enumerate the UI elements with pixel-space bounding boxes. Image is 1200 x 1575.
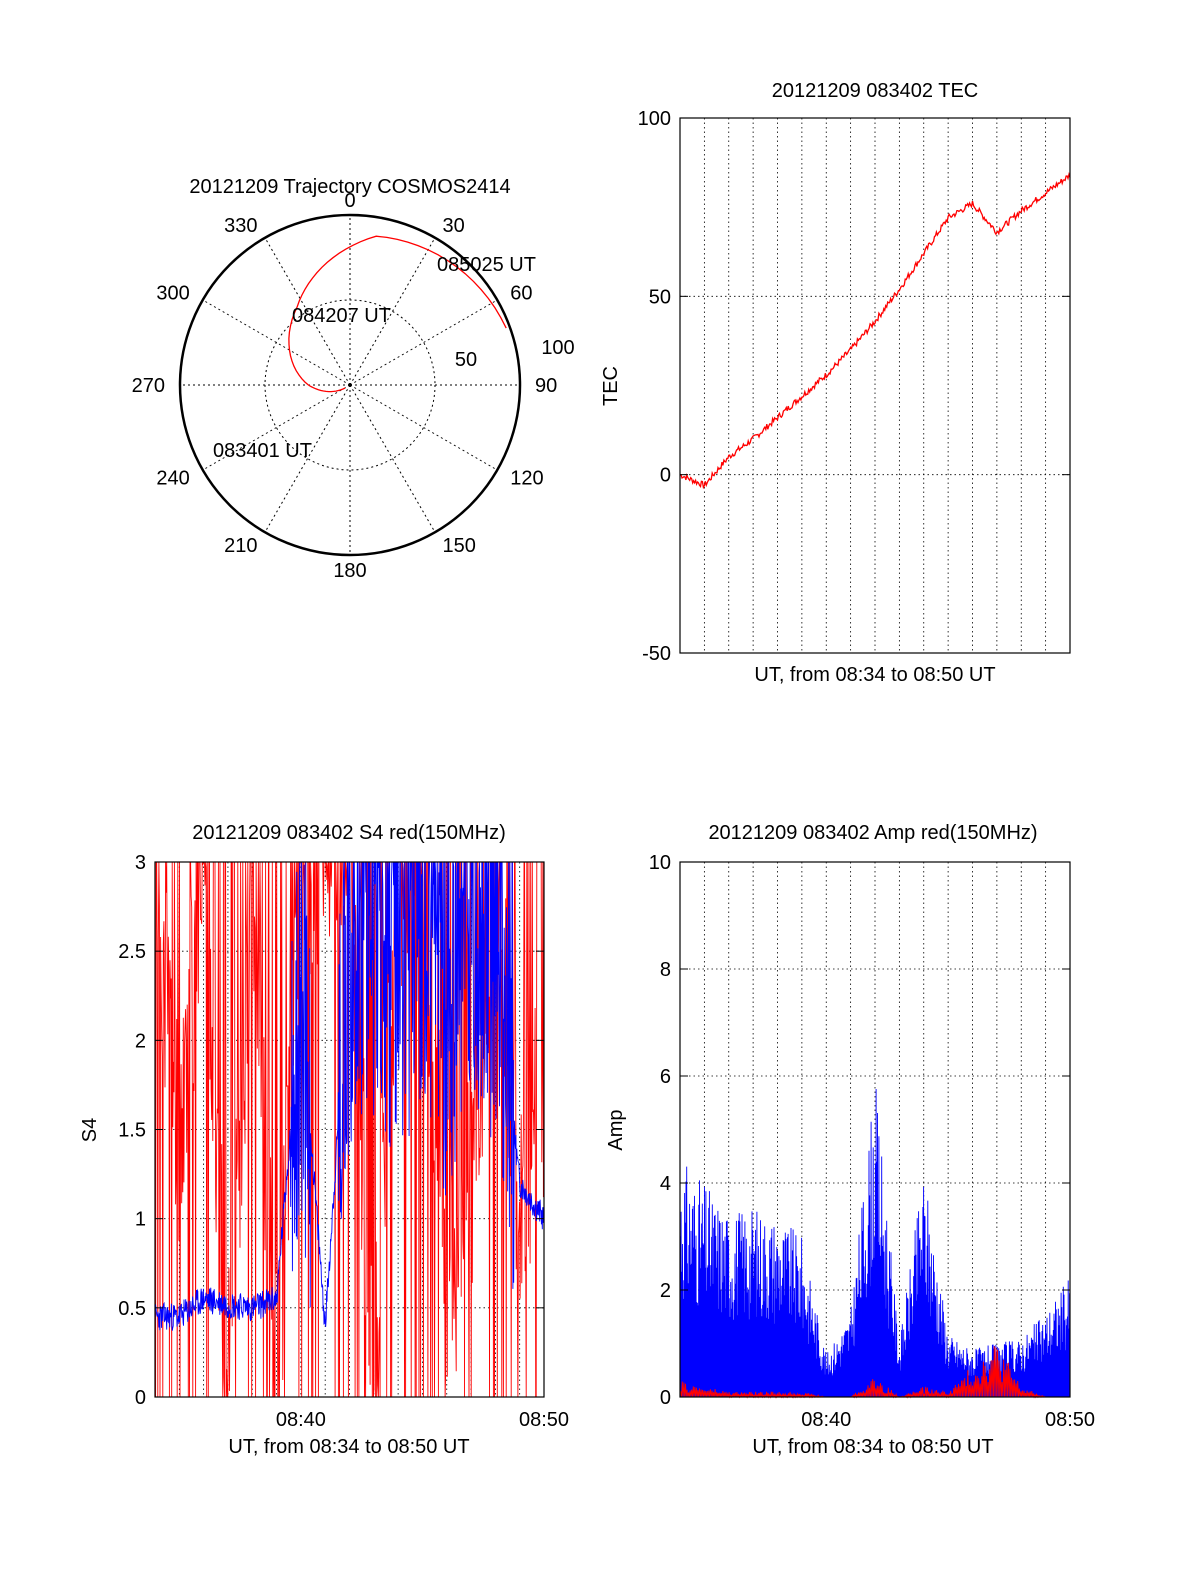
y-tick-label: 0 [660, 1387, 671, 1409]
x-tick-label: 08:40 [801, 1409, 851, 1431]
y-tick-label: 100 [638, 108, 671, 130]
s4-y-tick-labels: 0 0.5 1 1.5 2 2.5 3 [118, 852, 544, 1409]
y-tick-label: 2 [135, 1030, 146, 1052]
s4-y-axis-label: S4 [79, 1118, 101, 1142]
polar-title: 20121209 Trajectory COSMOS2414 [189, 176, 510, 198]
tec-plot-frame [679, 117, 1071, 654]
y-tick-label: 2 [660, 1280, 671, 1302]
y-tick-label: 0 [135, 1387, 146, 1409]
polar-azimuth-label: 150 [443, 535, 476, 557]
amp-y-axis-label: Amp [605, 1109, 627, 1150]
x-tick-label: 08:50 [519, 1409, 569, 1431]
tec-x-axis-label: UT, from 08:34 to 08:50 UT [754, 664, 995, 686]
y-tick-label: 1.5 [118, 1120, 146, 1142]
polar-spoke [349, 237, 436, 386]
s4-title: 20121209 083402 S4 red(150MHz) [192, 822, 506, 844]
y-tick-label: 6 [660, 1066, 671, 1088]
y-tick-label: 1 [135, 1209, 146, 1231]
polar-azimuth-label: 330 [224, 215, 257, 237]
x-tick-label: 08:50 [1045, 1409, 1095, 1431]
y-tick-label: -50 [642, 643, 671, 665]
polar-spoke [202, 384, 351, 471]
amp-blue-line [679, 1088, 1071, 1398]
polar-spoke [202, 299, 351, 386]
polar-panel: 20121209 Trajectory COSMOS2414 0 30 60 90 12… [132, 176, 575, 582]
amp-plot-frame [679, 861, 1071, 1398]
polar-spoke [349, 384, 498, 471]
y-tick-label: 3 [135, 852, 146, 874]
polar-annotation-start: 083401 UT [213, 440, 312, 462]
polar-azimuth-label: 270 [132, 375, 165, 397]
polar-azimuth-label: 60 [510, 283, 532, 305]
amp-title: 20121209 083402 Amp red(150MHz) [708, 822, 1037, 844]
amp-blue-series [679, 1088, 1071, 1398]
x-tick-label: 08:40 [276, 1409, 326, 1431]
amp-panel: 20121209 083402 Amp red(150MHz) 0246810 … [605, 822, 1095, 1458]
polar-azimuth-label: 0 [344, 190, 355, 212]
polar-spokes [180, 215, 520, 555]
polar-radius-label-50: 50 [455, 349, 477, 371]
polar-annotation-mid: 084207 UT [292, 305, 391, 327]
tec-y-tick-labels: -50 0 50 100 [638, 108, 1070, 665]
tec-y-axis-label: TEC [600, 366, 622, 406]
tec-series-line [680, 171, 1071, 490]
amp-x-axis-label: UT, from 08:34 to 08:50 UT [752, 1436, 993, 1458]
y-tick-label: 4 [660, 1173, 671, 1195]
polar-azimuth-label: 210 [224, 535, 257, 557]
polar-azimuth-label: 180 [333, 560, 366, 582]
polar-annotation-end: 085025 UT [437, 254, 536, 276]
y-tick-label: 2.5 [118, 941, 146, 963]
polar-outer-ring [178, 213, 522, 557]
y-tick-label: 8 [660, 959, 671, 981]
polar-azimuth-labels: 0 30 60 90 120 150 180 210 240 270 300 330 [132, 190, 558, 582]
y-tick-label: 0 [660, 465, 671, 487]
y-tick-label: 50 [649, 286, 671, 308]
polar-azimuth-label: 240 [156, 468, 189, 490]
polar-trajectory-line [288, 235, 507, 393]
polar-spoke [264, 237, 351, 386]
polar-azimuth-label: 90 [535, 375, 557, 397]
polar-azimuth-label: 30 [443, 215, 465, 237]
polar-spoke [349, 384, 436, 533]
tec-grid [680, 118, 1070, 653]
y-tick-label: 10 [649, 852, 671, 874]
polar-spoke [349, 299, 498, 386]
amp-y-tick-labels: 0 2 4 6 8 10 [649, 852, 1070, 1409]
polar-spoke [264, 384, 351, 533]
tec-title: 20121209 083402 TEC [772, 80, 978, 102]
s4-x-tick-labels: 08:40 08:50 [276, 1409, 569, 1431]
tec-panel: 20121209 083402 TEC -50 0 50 100 TEC UT, fr… [600, 80, 1071, 686]
y-tick-label: 0.5 [118, 1298, 146, 1320]
s4-panel: 20121209 083402 S4 red(150MHz) 0 0.5 1 1.5 2… [79, 822, 569, 1458]
polar-azimuth-label: 300 [156, 283, 189, 305]
polar-radius-label-100: 100 [541, 337, 574, 359]
s4-x-axis-label: UT, from 08:34 to 08:50 UT [228, 1436, 469, 1458]
polar-azimuth-label: 120 [510, 468, 543, 490]
amp-x-tick-labels: 08:40 08:50 [801, 1409, 1095, 1431]
